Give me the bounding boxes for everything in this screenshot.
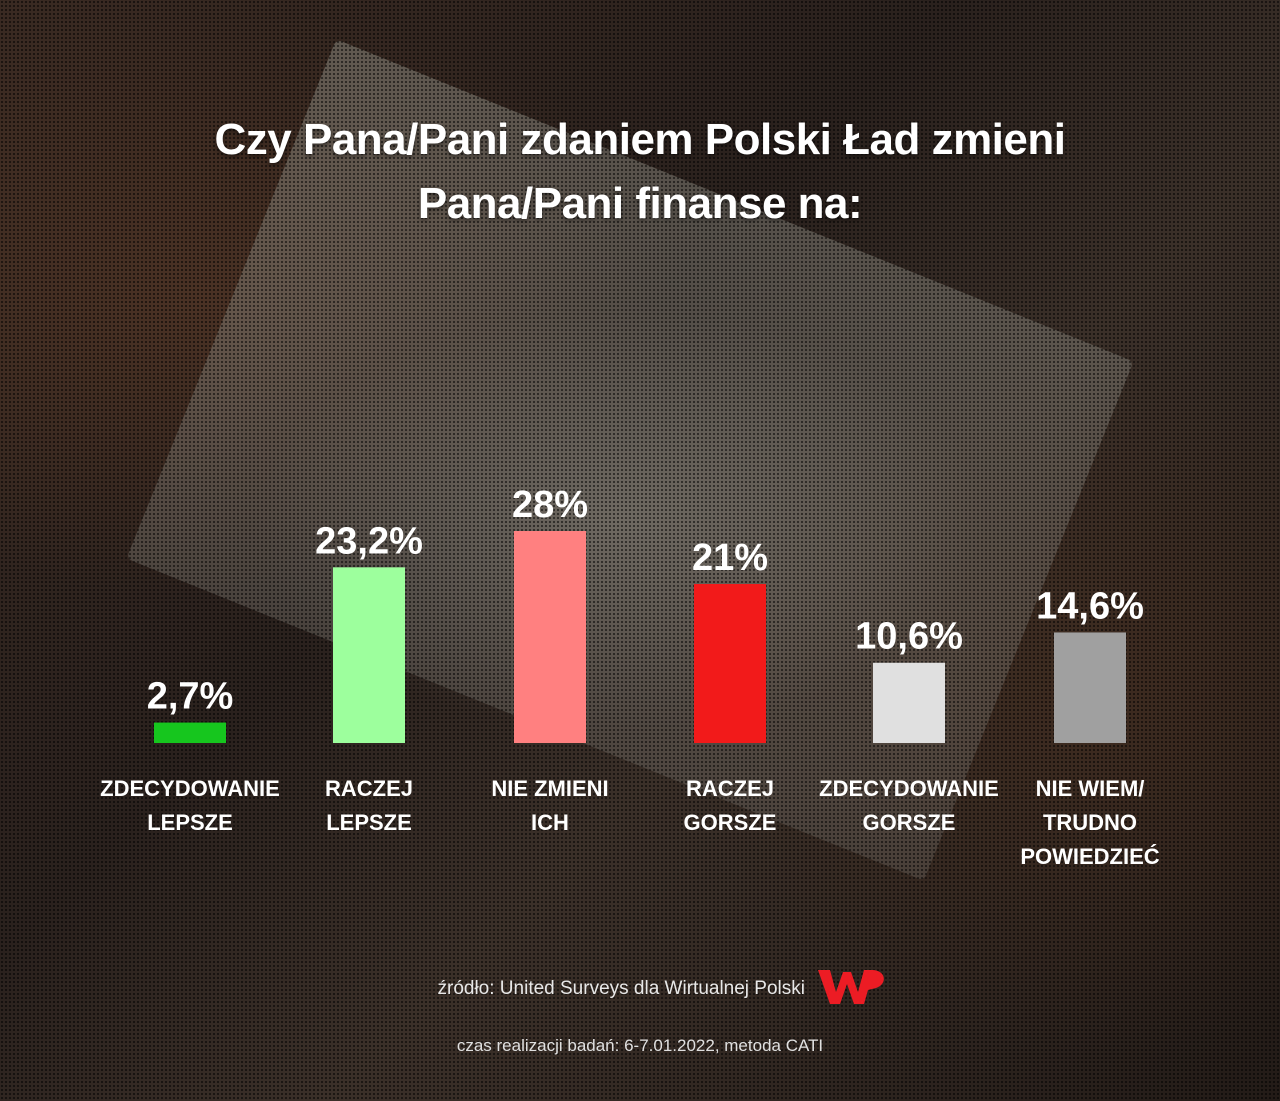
- chart-title: Czy Pana/Pani zdaniem Polski Ład zmieni …: [140, 108, 1140, 236]
- category-label-3-line-2: ICH: [531, 810, 569, 835]
- wp-logo-icon: [818, 970, 884, 1004]
- source-text: źródło: United Surveys dla Wirtualnej Po…: [437, 978, 806, 999]
- value-label-5: 10,6%: [855, 616, 963, 658]
- value-label-2: 23,2%: [315, 520, 423, 562]
- bar-3: [514, 531, 586, 743]
- value-label-3: 28%: [512, 484, 588, 526]
- category-label-6-line-2: TRUDNO: [1043, 810, 1137, 835]
- category-label-2-line-2: LEPSZE: [326, 810, 412, 835]
- value-label-4: 21%: [692, 537, 768, 579]
- category-label-6-line-1: NIE WIEM/: [1036, 776, 1145, 801]
- chart-title-line-1: Czy Pana/Pani zdaniem Polski Ład zmieni: [214, 115, 1066, 164]
- bar-5: [873, 662, 945, 743]
- bar-chart: 2,7% ZDECYDOWANIE LEPSZE 23,2% RACZEJ LEPSZE 2…: [100, 484, 1159, 869]
- category-label-1-line-1: ZDECYDOWANIE: [100, 776, 280, 801]
- category-label-6-line-3: POWIEDZIEĆ: [1020, 844, 1159, 869]
- wp-logo-shape: [818, 970, 884, 1004]
- category-label-3-line-1: NIE ZMIENI: [491, 776, 608, 801]
- value-label-6: 14,6%: [1036, 585, 1144, 627]
- bar-4: [694, 584, 766, 743]
- method-text: czas realizacji badań: 6-7.01.2022, meto…: [456, 1036, 824, 1055]
- category-label-4-line-2: GORSZE: [684, 810, 777, 835]
- bar-2: [333, 567, 405, 743]
- category-label-2-line-1: RACZEJ: [325, 776, 413, 801]
- category-label-5-line-2: GORSZE: [863, 810, 956, 835]
- chart-title-line-2: Pana/Pani finanse na:: [417, 179, 863, 228]
- category-label-4-line-1: RACZEJ: [686, 776, 774, 801]
- bar-6: [1054, 632, 1126, 743]
- category-label-5-line-1: ZDECYDOWANIE: [819, 776, 999, 801]
- bar-1: [154, 722, 226, 743]
- value-label-1: 2,7%: [147, 676, 234, 718]
- category-label-1-line-2: LEPSZE: [147, 810, 233, 835]
